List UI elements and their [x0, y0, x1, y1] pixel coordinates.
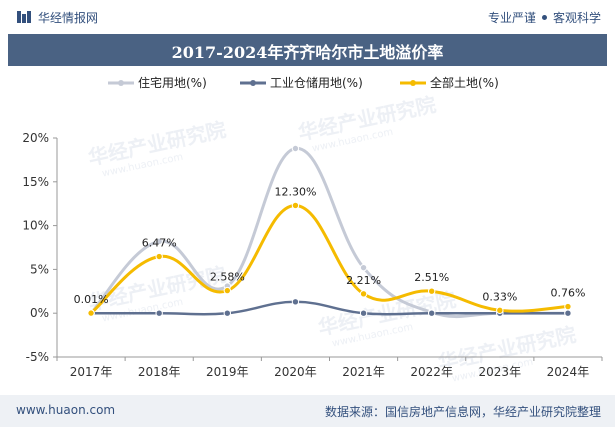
data-label-all: 2.58% — [210, 271, 245, 284]
y-tick-label: -5% — [26, 350, 49, 364]
legend-item-residential: 住宅用地(%) — [108, 74, 207, 91]
data-point-industrial — [359, 309, 368, 317]
y-tick-label: 5% — [30, 262, 49, 276]
chart-legend: 住宅用地(%) 工业仓储用地(%) 全部土地(%) — [0, 72, 615, 92]
header-tag-professional: 专业严谨 — [487, 11, 536, 25]
data-point-residential — [291, 144, 300, 153]
series-points — [87, 144, 572, 317]
data-point-residential — [155, 237, 163, 246]
data-point-all — [291, 201, 300, 210]
data-point-all — [155, 252, 163, 261]
x-tick-label: 2020年 — [274, 365, 317, 379]
data-point-all — [496, 306, 504, 315]
header-tag-objective: 客观科学 — [552, 11, 601, 25]
legend-item-industrial: 工业仓储用地(%) — [240, 74, 363, 91]
legend-marker-all-icon — [400, 79, 426, 86]
x-tick-label: 2017年 — [70, 365, 113, 379]
data-point-all — [359, 290, 368, 298]
y-tick-label: 0% — [30, 306, 49, 320]
chart-title: 2017-2024年齐齐哈尔市土地溢价率 — [171, 43, 444, 62]
legend-label-residential: 住宅用地(%) — [138, 76, 207, 90]
y-tick-label: 20% — [22, 131, 49, 145]
legend-marker-industrial-icon — [240, 79, 266, 86]
x-tick-label: 2022年 — [410, 365, 453, 379]
footer-website: www.huaon.com — [16, 403, 116, 417]
data-label-all: 2.21% — [346, 274, 381, 287]
footer: www.huaon.com 数据来源：国信房地产信息网，华经产业研究院整理 — [0, 395, 615, 427]
data-point-industrial — [427, 309, 436, 317]
legend-label-industrial: 工业仓储用地(%) — [270, 76, 363, 90]
data-label-all: 0.76% — [550, 287, 585, 300]
legend-label-all: 全部土地(%) — [430, 76, 499, 90]
separator-dot-icon — [541, 15, 547, 20]
data-point-industrial — [223, 309, 232, 317]
data-point-all — [223, 286, 232, 295]
data-point-industrial — [155, 309, 163, 317]
data-point-industrial — [564, 309, 572, 317]
data-label-all: 12.30% — [274, 185, 316, 198]
series-line-all — [90, 203, 569, 315]
data-label-all: 0.33% — [482, 290, 517, 303]
data-point-all — [427, 287, 436, 295]
data-labels: 0.01% 6.47% 2.58% 12.30% 2.21% 2.51% 0.33% 0.76… — [74, 185, 586, 306]
x-tick-label: 2019年 — [206, 365, 249, 379]
series-line-industrial — [91, 300, 568, 316]
data-label-all: 0.01% — [74, 293, 109, 306]
x-tick-label: 2018年 — [138, 365, 181, 379]
x-tick-label: 2024年 — [547, 365, 590, 379]
data-point-industrial — [291, 298, 300, 306]
y-tick-label: 15% — [22, 175, 49, 189]
header-tags: 专业严谨 客观科学 — [488, 9, 601, 26]
legend-item-all: 全部土地(%) — [400, 74, 499, 91]
data-point-residential — [359, 263, 368, 272]
data-point-all — [564, 302, 572, 311]
series-lines — [89, 147, 569, 319]
x-tick-label: 2021年 — [342, 365, 385, 379]
y-tick-label: 10% — [22, 219, 49, 233]
x-tick-label: 2023年 — [479, 365, 522, 379]
series-line-residential — [89, 147, 568, 319]
data-label-all: 6.47% — [142, 237, 177, 250]
line-chart: 华经产业研究院www.huaon.com华经产业研究院www.huaon.com… — [22, 95, 603, 385]
footer-source: 数据来源：国信房地产信息网，华经产业研究院整理 — [324, 405, 601, 419]
brand-name: 华经情报网 — [38, 11, 99, 25]
title-bar: 2017-2024年齐齐哈尔市土地溢价率 — [8, 34, 607, 66]
brand-logo-icon — [17, 11, 31, 23]
top-bar: 华经情报网 专业严谨 客观科学 — [0, 0, 615, 34]
data-point-all — [87, 309, 95, 317]
legend-marker-residential-icon — [108, 79, 134, 86]
data-label-all: 2.51% — [414, 271, 449, 284]
chart-axes: -5% 0% 5% 10% 15% 20% 2017年 2018年 2019年 2020年 2021… — [22, 131, 603, 379]
